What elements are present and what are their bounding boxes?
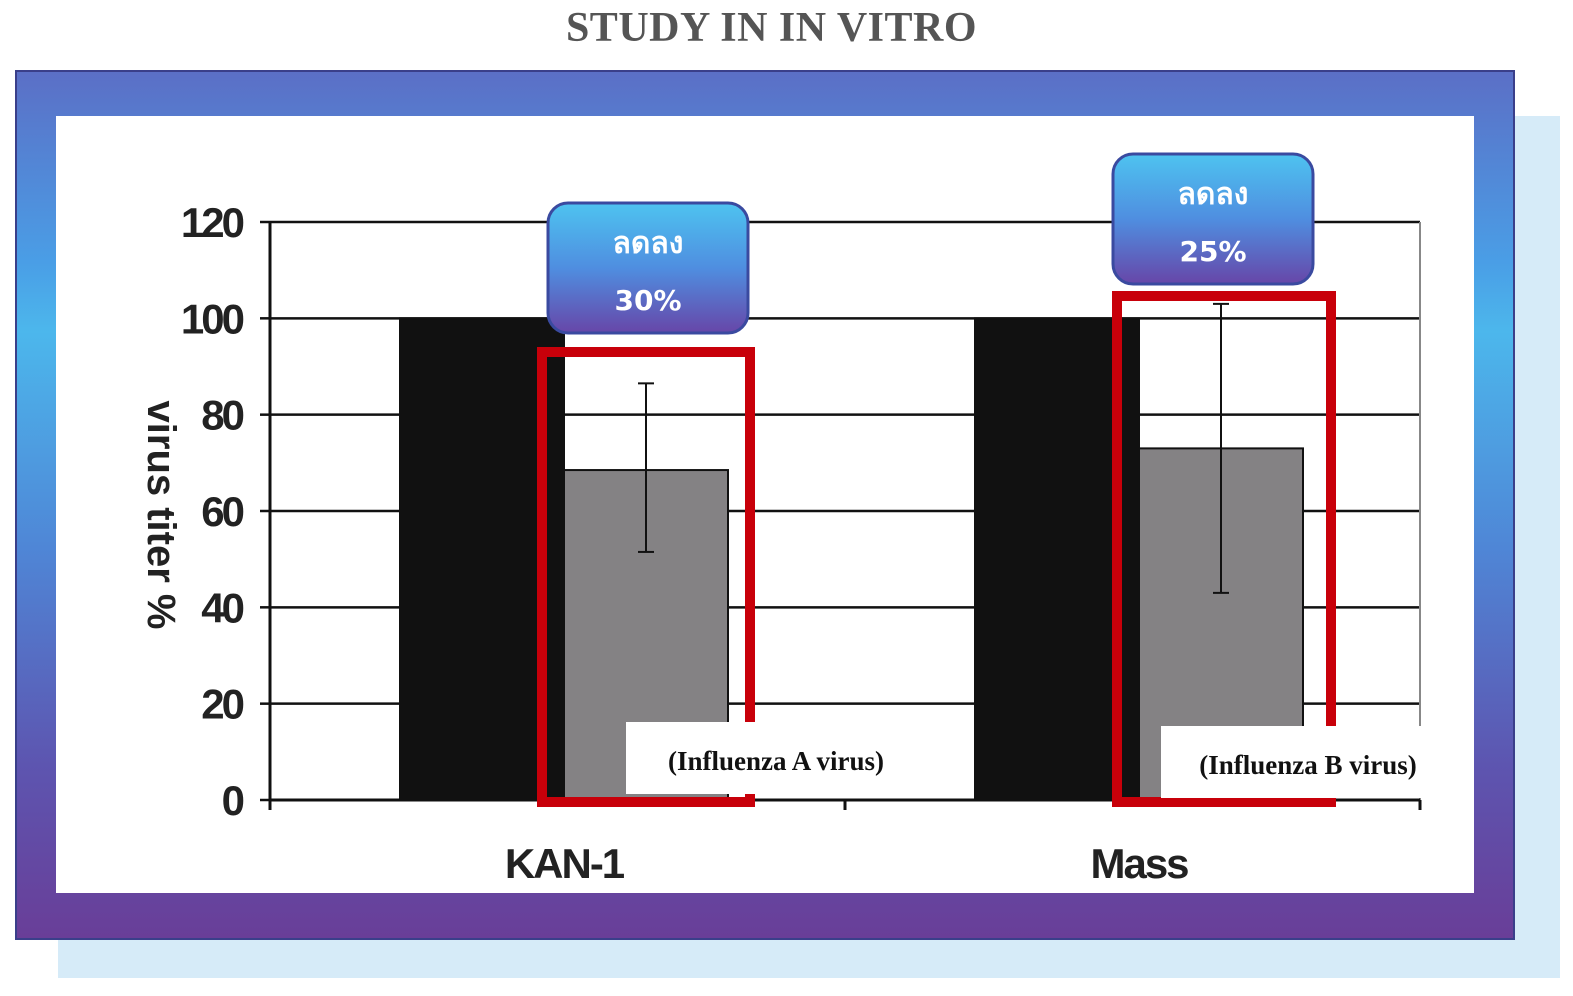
annotations: (Influenza A virus) ลดลง 30% (Influenza B v… [537,152,1451,807]
y-tick-label: 40 [201,584,243,631]
badge-line-2: 30% [614,284,681,317]
tick-labels: 0 20 40 60 80 100 120 virus titer % KAN-1 Mass [139,199,1190,887]
y-tick-label: 20 [201,681,243,728]
page-title: STUDY IN IN VITRO [565,5,978,51]
badge-line-2: 25% [1179,235,1246,268]
caption-label: (Influenza A virus) [668,746,884,776]
y-tick-label: 100 [181,295,244,342]
highlight-box [1112,291,1336,807]
y-tick-label: 0 [222,777,244,824]
error-bars [638,302,1229,594]
y-tick-label: 120 [181,199,244,246]
caption-bg [626,722,926,794]
highlight-box [537,347,755,807]
y-axis-label: virus titer % [139,401,183,630]
reduction-badge [546,201,750,335]
x-category-label: KAN-1 [505,840,625,887]
y-tick-label: 60 [201,488,243,535]
badge-line-1: ลดลง [613,226,684,261]
bar [399,317,565,801]
badge-line-1: ลดลง [1178,177,1249,212]
y-tick-label: 80 [201,392,243,439]
reduction-badge [1111,152,1315,286]
x-category-label: Mass [1090,840,1188,887]
bar [974,317,1140,801]
caption-bg [1161,726,1451,798]
caption-label: (Influenza B virus) [1199,750,1417,780]
